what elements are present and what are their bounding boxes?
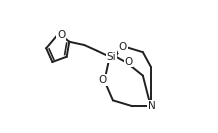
Text: O: O [57, 30, 65, 40]
Text: O: O [124, 57, 133, 66]
Text: N: N [148, 101, 156, 111]
Text: O: O [99, 75, 107, 85]
Text: O: O [119, 42, 127, 52]
Text: Si: Si [107, 52, 116, 62]
